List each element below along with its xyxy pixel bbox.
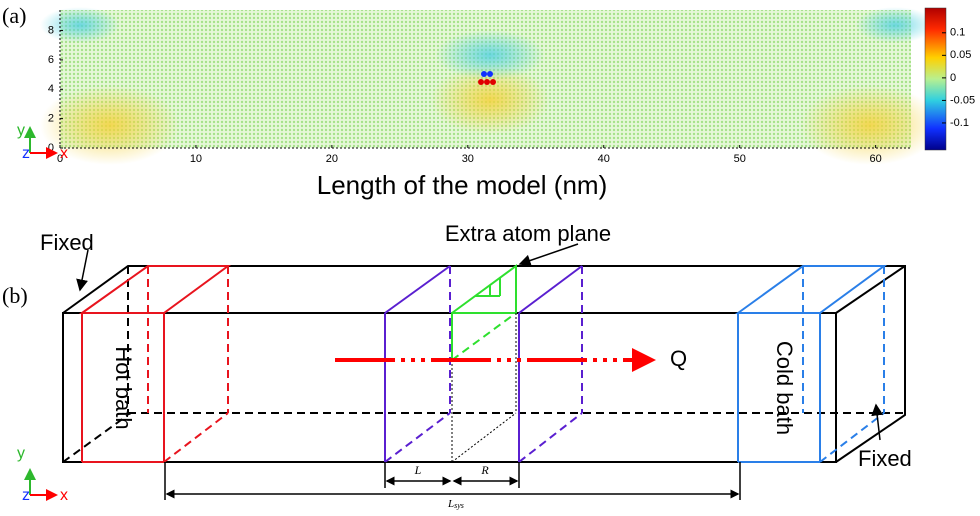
panel-label: (b)	[2, 283, 28, 308]
y-tick-label: 8	[48, 24, 54, 36]
fixed-label: Fixed	[858, 446, 912, 471]
x-axis-label: Length of the model (nm)	[317, 170, 608, 200]
cold-bath-label: Cold bath	[772, 341, 797, 435]
dim-label: Lsys	[447, 498, 464, 510]
y-tick-label: 2	[48, 113, 54, 125]
heat-flux-label: Q	[670, 346, 687, 371]
colorbar-tick-label: 0.05	[950, 49, 971, 61]
colorbar-tick-label: 0	[950, 72, 956, 84]
model-box	[62, 243, 906, 500]
y-tick-label: 4	[48, 83, 54, 95]
x-tick-label: 20	[326, 153, 338, 165]
colorbar-tick-label: -0.05	[950, 94, 975, 106]
axis-triad: y z x	[17, 122, 68, 162]
dim-label: L	[414, 463, 422, 477]
x-tick-label: 60	[870, 153, 882, 165]
fixed-label: Fixed	[40, 230, 94, 255]
panel-label: (a)	[2, 3, 26, 28]
dim-main: L	[447, 498, 454, 510]
x-tick-label: 40	[598, 153, 610, 165]
axis-name: x	[60, 487, 68, 504]
axis-name: y	[17, 445, 25, 462]
x-tick-label: 0	[57, 153, 63, 165]
colorbar-tick-label: -0.1	[950, 117, 969, 129]
plane-label: Extra atom plane	[445, 221, 611, 246]
x-tick-label: 50	[734, 153, 746, 165]
axis-triad: y z x	[17, 445, 68, 504]
dim-sub: sys	[454, 501, 464, 510]
axis-name: y	[17, 122, 25, 139]
x-tick-label: 30	[462, 153, 474, 165]
axis-name: x	[60, 145, 68, 162]
y-tick-label: 6	[48, 54, 54, 66]
x-tick-label: 10	[190, 153, 202, 165]
atom-field	[40, 7, 940, 165]
hot-bath-label: Hot bath	[111, 346, 136, 429]
dim-label: R	[480, 463, 489, 477]
axis-name: z	[22, 145, 30, 162]
axis-name: z	[22, 487, 30, 504]
colorbar	[924, 7, 947, 151]
colorbar-tick-label: 0.1	[950, 27, 965, 39]
